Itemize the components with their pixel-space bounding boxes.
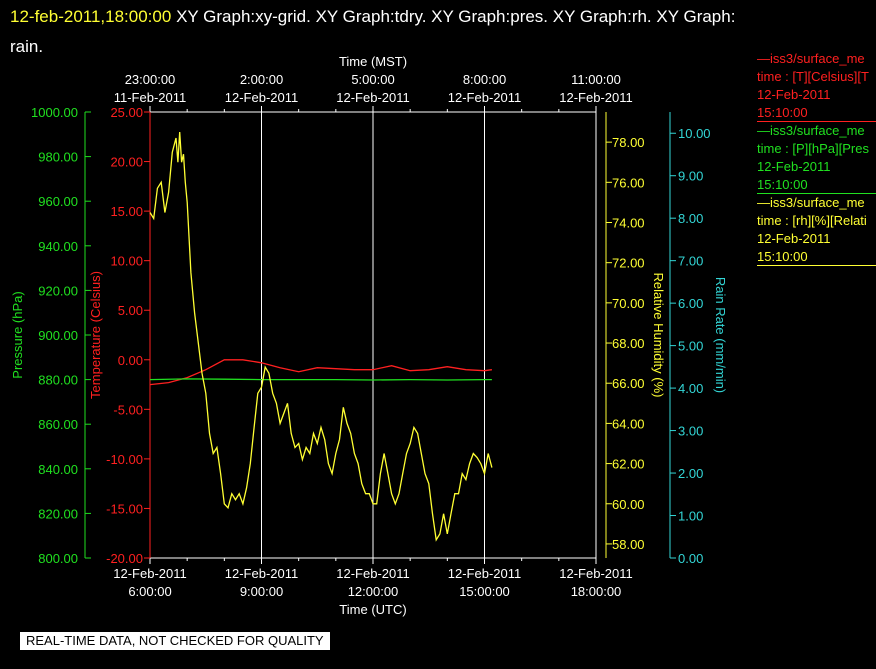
legend-line-label: —iss3/surface_me [757,123,865,138]
temperature-tick-label: 5.00 [118,303,143,318]
humidity-tick-label: 60.00 [612,497,645,512]
legend-entry-temperature[interactable]: —iss3/surface_me time : [T][Celsius][T 1… [757,50,876,122]
rain-tick-label: 4.00 [678,381,703,396]
x-top-tick-date: 12-Feb-2011 [559,90,632,105]
series-line-pressure [149,378,492,381]
legend-units: time : [rh][%][Relati [757,213,867,228]
x-top-tick-date: 12-Feb-2011 [448,90,521,105]
legend-units: time : [T][Celsius][T [757,69,869,84]
x-bottom-axis-label: Time (UTC) [339,602,406,617]
series-line-temperature [149,359,492,386]
x-top-tick-date: 12-Feb-2011 [336,90,409,105]
humidity-tick-label: 74.00 [612,215,645,230]
rain-tick-label: 10.00 [678,126,711,141]
temperature-tick-label: 10.00 [110,254,143,269]
pressure-axis-label: Pressure (hPa) [10,291,25,378]
graph-title: 12-feb-2011,18:00:00 XY Graph:xy-grid. X… [10,2,860,62]
x-bottom-tick-time: 15:00:00 [459,584,510,599]
pressure-tick-label: 920.00 [38,283,78,298]
temperature-tick-label: -5.00 [113,402,143,417]
rain-tick-label: 5.00 [678,339,703,354]
temperature-tick-label: 0.00 [118,353,143,368]
x-top-tick-time: 2:00:00 [240,72,283,87]
x-top-tick-time: 5:00:00 [351,72,394,87]
legend-line-label: —iss3/surface_me [757,51,865,66]
x-bottom-tick-date: 12-Feb-2011 [336,566,409,581]
rain-tick-label: 9.00 [678,169,703,184]
pressure-tick-label: 940.00 [38,239,78,254]
pressure-tick-label: 1000.00 [31,105,78,120]
humidity-tick-label: 72.00 [612,256,645,271]
x-bottom-tick-date: 12-Feb-2011 [559,566,632,581]
x-bottom-tick-time: 9:00:00 [240,584,283,599]
x-top-tick-date: 11-Feb-2011 [114,90,187,105]
temperature-axis-label: Temperature (Celsius) [88,271,103,399]
legend-date: 12-Feb-2011 [757,159,831,174]
rain-tick-label: 2.00 [678,466,703,481]
x-bottom-tick-date: 12-Feb-2011 [225,566,298,581]
rain-tick-label: 1.00 [678,509,703,524]
humidity-tick-label: 64.00 [612,416,645,431]
pressure-tick-label: 960.00 [38,194,78,209]
temperature-tick-label: -10.00 [106,452,143,467]
humidity-tick-label: 70.00 [612,296,645,311]
x-bottom-tick-time: 18:00:00 [571,584,622,599]
x-top-tick-time: 11:00:00 [571,72,621,87]
legend-separator [757,193,876,194]
humidity-tick-label: 76.00 [612,175,645,190]
x-bottom-tick-date: 12-Feb-2011 [448,566,521,581]
temperature-tick-label: -20.00 [106,551,143,566]
pressure-tick-label: 840.00 [38,462,78,477]
x-bottom-tick-time: 6:00:00 [128,584,171,599]
rain-tick-label: 0.00 [678,551,703,566]
x-bottom-tick-date: 12-Feb-2011 [113,566,186,581]
x-top-tick-time: 8:00:00 [463,72,506,87]
x-top-axis-label: Time (MST) [339,54,407,69]
pressure-tick-label: 900.00 [38,328,78,343]
legend-separator [757,265,876,266]
humidity-tick-label: 78.00 [612,135,645,150]
pressure-tick-label: 880.00 [38,373,78,388]
legend-entry-humidity[interactable]: —iss3/surface_me time : [rh][%][Relati 1… [757,194,876,266]
legend-time: 15:10:00 [757,249,808,264]
title-graph-list: XY Graph:xy-grid. XY Graph:tdry. XY Grap… [176,7,736,26]
legend-date: 12-Feb-2011 [757,231,831,246]
humidity-tick-label: 58.00 [612,537,645,552]
title-timestamp: 12-feb-2011,18:00:00 [10,7,172,26]
rain-tick-label: 7.00 [678,254,703,269]
pressure-tick-label: 820.00 [38,506,78,521]
legend-separator [757,121,876,122]
x-bottom-tick-time: 12:00:00 [348,584,399,599]
temperature-tick-label: 25.00 [110,105,143,120]
temperature-tick-label: 15.00 [110,204,143,219]
legend-time: 15:10:00 [757,177,808,192]
humidity-tick-label: 62.00 [612,457,645,472]
humidity-axis-label: Relative Humidity (%) [651,273,666,398]
humidity-tick-label: 66.00 [612,376,645,391]
legend-line-label: —iss3/surface_me [757,195,865,210]
series-line-humidity [149,132,493,542]
rain-tick-label: 3.00 [678,424,703,439]
legend-entry-pressure[interactable]: —iss3/surface_me time : [P][hPa][Pres 12… [757,122,876,194]
title-graph-list-continued: rain. [10,37,44,56]
x-top-tick-time: 23:00:00 [125,72,176,87]
rain-axis-label: Rain Rate (mm/min) [713,277,728,393]
humidity-tick-label: 68.00 [612,336,645,351]
rain-tick-label: 8.00 [678,211,703,226]
legend-time: 15:10:00 [757,105,808,120]
x-top-tick-date: 12-Feb-2011 [225,90,298,105]
pressure-tick-label: 800.00 [38,551,78,566]
pressure-tick-label: 860.00 [38,417,78,432]
quality-disclaimer: REAL-TIME DATA, NOT CHECKED FOR QUALITY [20,632,330,650]
legend-units: time : [P][hPa][Pres [757,141,869,156]
pressure-tick-label: 980.00 [38,150,78,165]
temperature-tick-label: -15.00 [106,501,143,516]
temperature-tick-label: 20.00 [110,155,143,170]
legend-date: 12-Feb-2011 [757,87,831,102]
rain-tick-label: 6.00 [678,296,703,311]
